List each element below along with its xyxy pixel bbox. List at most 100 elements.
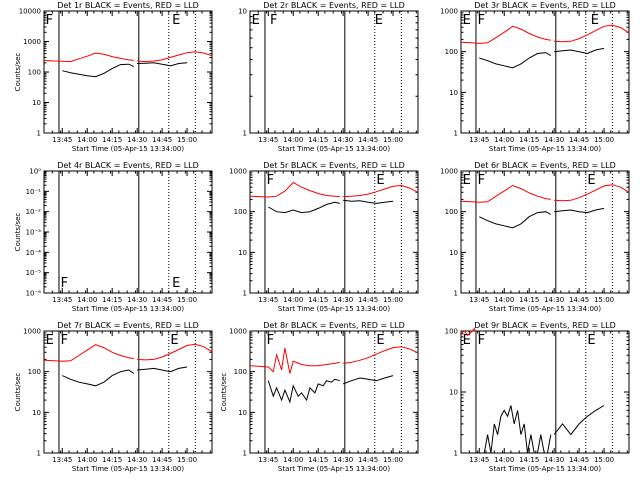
x-tick-label: 14:30	[544, 136, 564, 144]
x-tick-label: 13:45	[52, 296, 72, 304]
marker-letter: E	[376, 333, 384, 348]
x-tick-label: 13:45	[258, 456, 278, 464]
x-tick-label: 14:00	[283, 296, 303, 304]
y-tick-label: 1	[243, 450, 247, 458]
x-tick-label: 15:00	[383, 136, 403, 144]
y-tick-label: 1000	[440, 168, 458, 176]
marker-letter: F	[270, 13, 277, 28]
x-tick-label: 13:45	[258, 136, 278, 144]
series-events-line	[62, 63, 135, 78]
y-tick-label: 1000	[229, 328, 247, 336]
x-tick-label: 13:45	[258, 296, 278, 304]
panel-title: Det 6r BLACK = Events, RED = LLD	[474, 161, 616, 170]
panel-5: Det 5r BLACK = Events, RED = LLD 1 10 100 10…	[229, 161, 419, 313]
marker-letter: E	[172, 13, 180, 28]
x-tick-label: 14:00	[283, 456, 303, 464]
x-tick-label: 14:00	[494, 296, 514, 304]
y-tick-label: 1000	[229, 168, 247, 176]
x-tick-label: 14:15	[102, 296, 122, 304]
x-tick-label: 14:45	[152, 136, 172, 144]
x-tick-label: 14:00	[77, 456, 97, 464]
x-tick-label: 14:00	[494, 456, 514, 464]
series-events-line	[268, 201, 340, 214]
plot-frame	[43, 170, 213, 294]
x-tick-label: 14:15	[102, 456, 122, 464]
y-tick-label: 10	[449, 249, 458, 257]
y-tick-label: 100	[234, 368, 247, 376]
y-tick-label: 10000	[19, 8, 41, 16]
x-axis-label: Start Time (05-Apr-15 13:34:00)	[489, 305, 601, 313]
x-tick-label: 15:00	[594, 136, 614, 144]
y-tick-label: 100	[445, 48, 458, 56]
x-axis-label: Start Time (05-Apr-15 13:34:00)	[489, 465, 601, 473]
y-tick-label: 1	[454, 130, 458, 138]
panel-title: Det 8r BLACK = Events, RED = LLD	[263, 321, 405, 330]
x-tick-label: 15:00	[383, 296, 403, 304]
x-tick-label: 13:45	[469, 296, 489, 304]
x-tick-label: 13:45	[52, 456, 72, 464]
series-events-line	[554, 47, 605, 55]
x-tick-label: 14:30	[544, 456, 564, 464]
x-axis-label: Start Time (05-Apr-15 13:34:00)	[278, 305, 390, 313]
x-tick-label: 14:30	[127, 136, 147, 144]
y-tick-label: 10	[449, 389, 458, 397]
y-tick-label: 1	[454, 290, 458, 298]
y-tick-label: 1000	[23, 328, 41, 336]
x-tick-label: 13:45	[469, 456, 489, 464]
x-axis-label: Start Time (05-Apr-15 13:34:00)	[72, 305, 184, 313]
y-axis-label: Counts/sec	[220, 373, 228, 412]
panel-6: Det 6r BLACK = Events, RED = LLD 1 10 100 10…	[440, 161, 630, 313]
x-tick-label: 14:00	[77, 136, 97, 144]
panel-title: Det 2r BLACK = Events, RED = LLD	[263, 1, 405, 10]
y-tick-label: 10⁰	[29, 168, 41, 176]
x-tick-label: 15:00	[594, 296, 614, 304]
marker-letter: E	[252, 13, 260, 28]
x-tick-label: 15:00	[177, 296, 197, 304]
marker-letter: F	[46, 13, 53, 28]
x-axis-label: Start Time (05-Apr-15 13:34:00)	[489, 145, 601, 153]
series-lld-line	[343, 184, 419, 198]
panel-7: Det 7r BLACK = Events, RED = LLD 1 10 100 10…	[14, 321, 213, 473]
series-events-line	[137, 62, 188, 67]
x-tick-label: 15:00	[383, 456, 403, 464]
series-events-line	[479, 211, 552, 229]
x-tick-label: 14:00	[283, 136, 303, 144]
marker-letter: E	[170, 333, 178, 348]
series-events-line	[342, 375, 394, 385]
marker-letter: F	[267, 173, 274, 188]
x-tick-label: 14:45	[569, 136, 589, 144]
y-tick-label: 10	[32, 409, 41, 417]
y-tick-label: 10	[32, 99, 41, 107]
marker-letter: E	[591, 13, 599, 28]
x-tick-label: 15:00	[594, 456, 614, 464]
y-tick-label: 1	[37, 450, 41, 458]
marker-letter: E	[46, 333, 54, 348]
marker-letter: F	[478, 13, 485, 28]
y-axis-label: Counts/sec	[14, 373, 22, 412]
y-tick-label: 10	[238, 8, 247, 16]
y-tick-label: 1	[243, 130, 247, 138]
marker-letter: F	[267, 333, 274, 348]
series-events-line	[554, 207, 605, 214]
y-tick-label: 1	[243, 290, 247, 298]
panel-2: Det 2r BLACK = Events, RED = LLD 1 10 13:45…	[238, 1, 419, 153]
x-tick-label: 14:30	[127, 296, 147, 304]
marker-letter: F	[478, 333, 485, 348]
y-tick-label: 100	[28, 368, 41, 376]
series-lld-line	[460, 184, 551, 203]
x-tick-label: 14:00	[494, 136, 514, 144]
x-tick-label: 14:15	[308, 456, 328, 464]
series-lld-line	[137, 51, 213, 63]
x-tick-label: 15:00	[177, 136, 197, 144]
series-events-line	[137, 366, 188, 373]
x-axis-label: Start Time (05-Apr-15 13:34:00)	[72, 465, 184, 473]
plot-frame	[460, 170, 630, 294]
x-tick-label: 14:15	[519, 136, 539, 144]
x-tick-label: 14:45	[358, 136, 378, 144]
y-tick-label: 10⁻³	[26, 229, 42, 237]
y-tick-label: 10⁻⁶	[26, 290, 42, 298]
series-events-line	[479, 405, 552, 454]
panel-title: Det 5r BLACK = Events, RED = LLD	[263, 161, 405, 170]
x-tick-label: 14:45	[152, 296, 172, 304]
series-lld-line	[554, 184, 630, 202]
